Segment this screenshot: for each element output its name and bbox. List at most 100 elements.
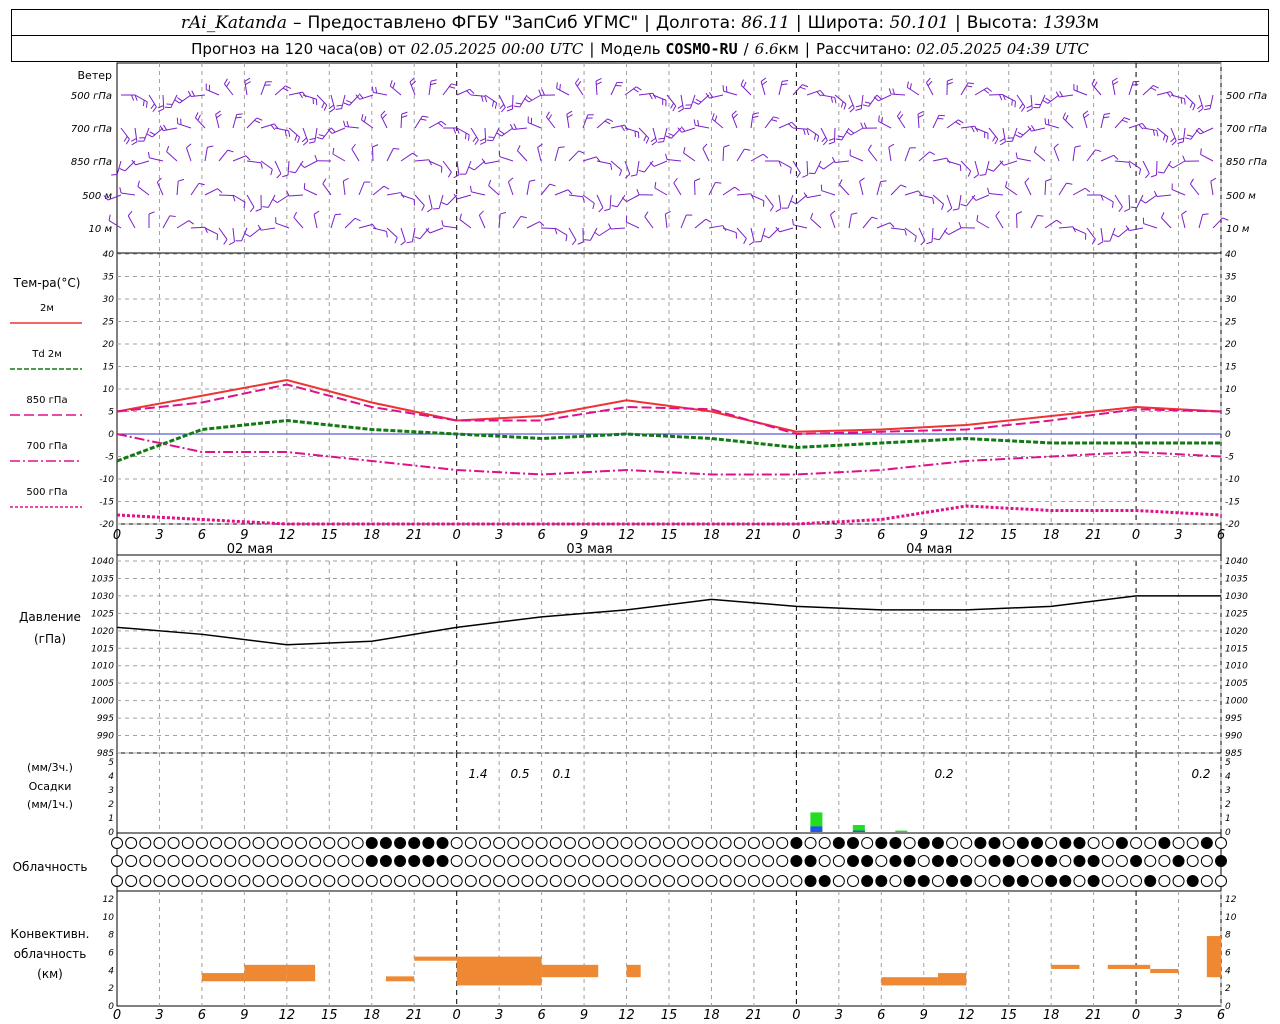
wind-barb-feather [412,152,418,158]
wind-barb-feather [426,208,433,213]
cloud-symbol [280,837,293,849]
wind-barb-feather [1045,97,1051,102]
cloud-symbol [295,875,307,887]
wind-barb [456,127,470,136]
cloud-symbol [1031,837,1043,849]
y-tick-label-right: 1030 [1225,592,1248,602]
wind-barb [314,127,318,142]
wind-barb [294,160,304,174]
wind-barb-feather [453,174,460,179]
wind-barb-feather [1167,163,1174,169]
y-tick-label-right: 0 [1225,430,1231,440]
wind-barb [778,194,782,209]
y-tick-label-right: 5 [1225,758,1231,768]
cloud-symbol [295,855,307,867]
wind-barb-feather [1055,91,1060,98]
wind-barb [695,124,710,129]
wind-barb-feather [946,157,951,164]
cloud-symbol [818,837,831,849]
wind-barb [351,148,360,162]
wind-barb [1100,154,1114,162]
wind-barb-feather [828,138,835,141]
wind-barb [438,194,444,209]
wind-barb-feather [932,197,935,204]
convective-bar [626,964,641,978]
wind-barb [386,227,398,238]
wind-barb [974,160,980,175]
cloud-symbol [436,875,449,887]
convective-bar [286,964,316,982]
wind-barb [428,194,433,209]
cloud-symbol [804,837,817,849]
wind-barb [232,114,238,129]
wind-barb-feather [1162,134,1166,141]
wind-barb [652,94,667,101]
cloud-symbol [479,855,491,867]
wind-barb [694,218,707,229]
wind-barb [609,194,612,210]
wind-barb-feather [1128,162,1132,169]
wind-barb-feather [321,102,325,109]
wind-barb-feather [400,240,406,246]
cloud-symbol [1101,875,1114,887]
wind-barb-feather [1153,190,1158,197]
wind-barb-feather [723,144,730,148]
time-tick-label: 6 [1217,528,1225,543]
wind-barb-feather [406,241,413,244]
wind-barb [1156,127,1169,138]
wind-barb [166,151,178,162]
wind-barb-feather [843,103,847,110]
y-tick-label-left: -15 [99,498,114,508]
wind-barb-feather [1042,99,1049,104]
wind-barb-feather [158,108,164,112]
wind-barb [829,214,836,229]
wind-barb-feather [103,195,109,201]
time-tick-label: 21 [746,1008,763,1023]
wind-barb [456,160,460,175]
wind-barb-feather [288,130,291,137]
wind-barb-feather [480,95,484,102]
wind-barb-feather [430,82,437,86]
wind-barb-feather [217,188,223,194]
wind-barb-feather [567,114,573,119]
wind-barb-feather [849,107,855,113]
wind-barb-feather [648,93,653,100]
wind-barb [176,181,179,196]
wind-barb-feather [1140,199,1146,204]
cloud-symbol [563,875,576,887]
time-tick-label: 3 [155,1008,163,1023]
cloud-symbol [195,875,208,887]
wind-barb-feather [335,108,342,110]
cloud-symbol [889,837,902,849]
wind-barb-feather [1125,225,1130,231]
wind-barb [232,227,235,242]
cloud-symbol [762,875,775,887]
wind-barb-feather [355,94,361,100]
cloud-symbol [125,837,138,849]
y-tick-label-right: 0 [1225,828,1231,838]
wind-barb [528,94,542,103]
wind-barb-feather [354,217,361,222]
wind-barb [1142,85,1154,96]
cloud-symbol [323,875,336,887]
wind-barb-feather [392,82,396,89]
wind-barb-feather [513,105,520,108]
cloud-symbol [224,855,237,867]
wind-barb [638,127,650,139]
wind-barb [750,227,755,242]
wind-barb-feather [929,151,936,156]
wind-barb [988,127,999,140]
wind-barb [372,185,385,196]
wind-barb-feather [255,208,262,212]
wind-barb-feather [149,131,156,136]
wind-barb [1100,227,1104,242]
wind-barb-feather [855,104,862,108]
wind-barb [156,182,164,196]
wind-barb-feather [565,235,568,242]
wind-barb-feather [236,113,243,115]
wind-barb-feather [799,86,806,90]
y-tick-label-left: 0 [108,430,114,440]
wind-barb-feather [361,114,364,121]
wind-barb-feather [813,133,817,140]
cloud-symbol [1059,855,1072,867]
